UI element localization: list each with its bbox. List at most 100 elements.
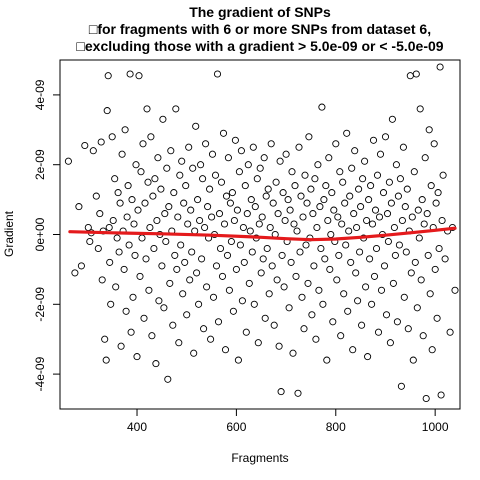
data-point-53	[140, 314, 148, 322]
data-point-257	[343, 129, 351, 137]
data-point-194	[280, 283, 288, 291]
data-point-280	[366, 255, 374, 263]
data-point-260	[346, 192, 354, 200]
data-point-23	[109, 216, 117, 225]
data-point-71	[158, 262, 166, 270]
data-point-319	[404, 325, 412, 333]
data-point-149	[235, 168, 243, 176]
data-point-210	[296, 248, 304, 256]
data-point-64	[151, 175, 159, 183]
data-point-233	[319, 300, 327, 308]
data-point-170	[256, 164, 264, 172]
data-point-112	[199, 175, 207, 183]
data-point-315	[400, 293, 408, 301]
data-point-62	[149, 192, 157, 200]
data-point-48	[135, 72, 143, 80]
data-point-110	[197, 161, 205, 169]
data-point-9	[92, 192, 100, 200]
data-point-261	[347, 258, 355, 266]
data-point-22	[108, 133, 116, 141]
data-point-8	[89, 147, 97, 155]
data-point-42	[129, 293, 137, 301]
data-point-154	[240, 258, 248, 266]
data-point-93	[180, 199, 188, 207]
data-point-45	[132, 161, 140, 169]
data-point-117	[204, 203, 212, 211]
data-point-102	[189, 164, 197, 172]
data-point-107	[194, 196, 202, 204]
data-point-161	[247, 196, 255, 204]
data-point-227	[313, 223, 321, 232]
data-point-276	[362, 283, 370, 291]
data-point-153	[239, 223, 247, 232]
data-point-193	[279, 189, 287, 197]
data-point-101	[188, 248, 196, 256]
data-point-1	[71, 269, 79, 277]
data-point-75	[162, 237, 170, 246]
data-point-246	[332, 140, 340, 148]
data-point-77	[164, 375, 172, 383]
data-point-164	[250, 300, 258, 308]
data-point-180	[266, 223, 274, 232]
data-point-68	[155, 297, 163, 305]
data-point-156	[242, 328, 250, 336]
data-point-268	[354, 297, 362, 305]
data-point-106	[193, 269, 201, 277]
data-point-59	[146, 223, 154, 232]
data-point-278	[364, 353, 372, 361]
data-point-37	[124, 182, 132, 190]
data-point-335	[420, 220, 428, 228]
data-point-269	[355, 185, 363, 193]
data-point-321	[406, 72, 414, 80]
data-point-84	[171, 251, 179, 259]
data-point-95	[182, 182, 190, 190]
y-tick-label-1: -2e-09	[33, 287, 47, 322]
data-point-57	[144, 178, 152, 186]
data-point-223	[309, 210, 317, 218]
data-point-332	[417, 276, 425, 284]
data-point-182	[268, 262, 276, 270]
data-point-36	[123, 213, 131, 221]
data-point-328	[413, 304, 421, 312]
data-point-222	[308, 311, 316, 319]
data-point-46	[133, 353, 141, 361]
data-point-317	[402, 248, 410, 256]
data-point-359	[451, 286, 459, 294]
data-point-103	[190, 349, 198, 357]
data-point-339	[424, 251, 432, 259]
data-point-334	[419, 332, 427, 340]
data-point-152	[238, 297, 246, 305]
data-point-63	[150, 244, 158, 253]
data-point-43	[130, 220, 138, 228]
data-point-242	[328, 189, 336, 197]
data-point-97	[184, 220, 192, 228]
data-point-76	[163, 164, 171, 172]
data-point-202	[288, 168, 296, 176]
data-point-203	[289, 349, 297, 357]
data-point-73	[160, 304, 168, 312]
data-point-207	[293, 227, 301, 235]
data-point-249	[335, 251, 343, 259]
data-point-199	[285, 304, 293, 312]
data-point-357	[446, 328, 454, 336]
data-point-27	[114, 189, 122, 197]
data-point-133	[219, 129, 228, 137]
data-point-142	[228, 189, 236, 197]
data-point-12	[97, 138, 105, 146]
x-tick-label-0: 400	[127, 420, 147, 434]
data-point-171	[257, 269, 265, 277]
data-point-111	[198, 255, 206, 263]
data-point-305	[390, 223, 398, 232]
data-point-157	[243, 210, 251, 218]
data-point-240	[326, 265, 334, 273]
data-point-60	[147, 133, 155, 141]
data-point-190	[276, 157, 284, 165]
data-point-270	[356, 248, 364, 256]
data-point-323	[408, 213, 416, 221]
data-point-204	[290, 220, 298, 228]
data-point-127	[213, 70, 222, 78]
data-point-165	[251, 203, 259, 211]
data-point-54	[141, 199, 149, 207]
data-point-163	[249, 143, 257, 151]
data-point-113	[200, 325, 208, 333]
